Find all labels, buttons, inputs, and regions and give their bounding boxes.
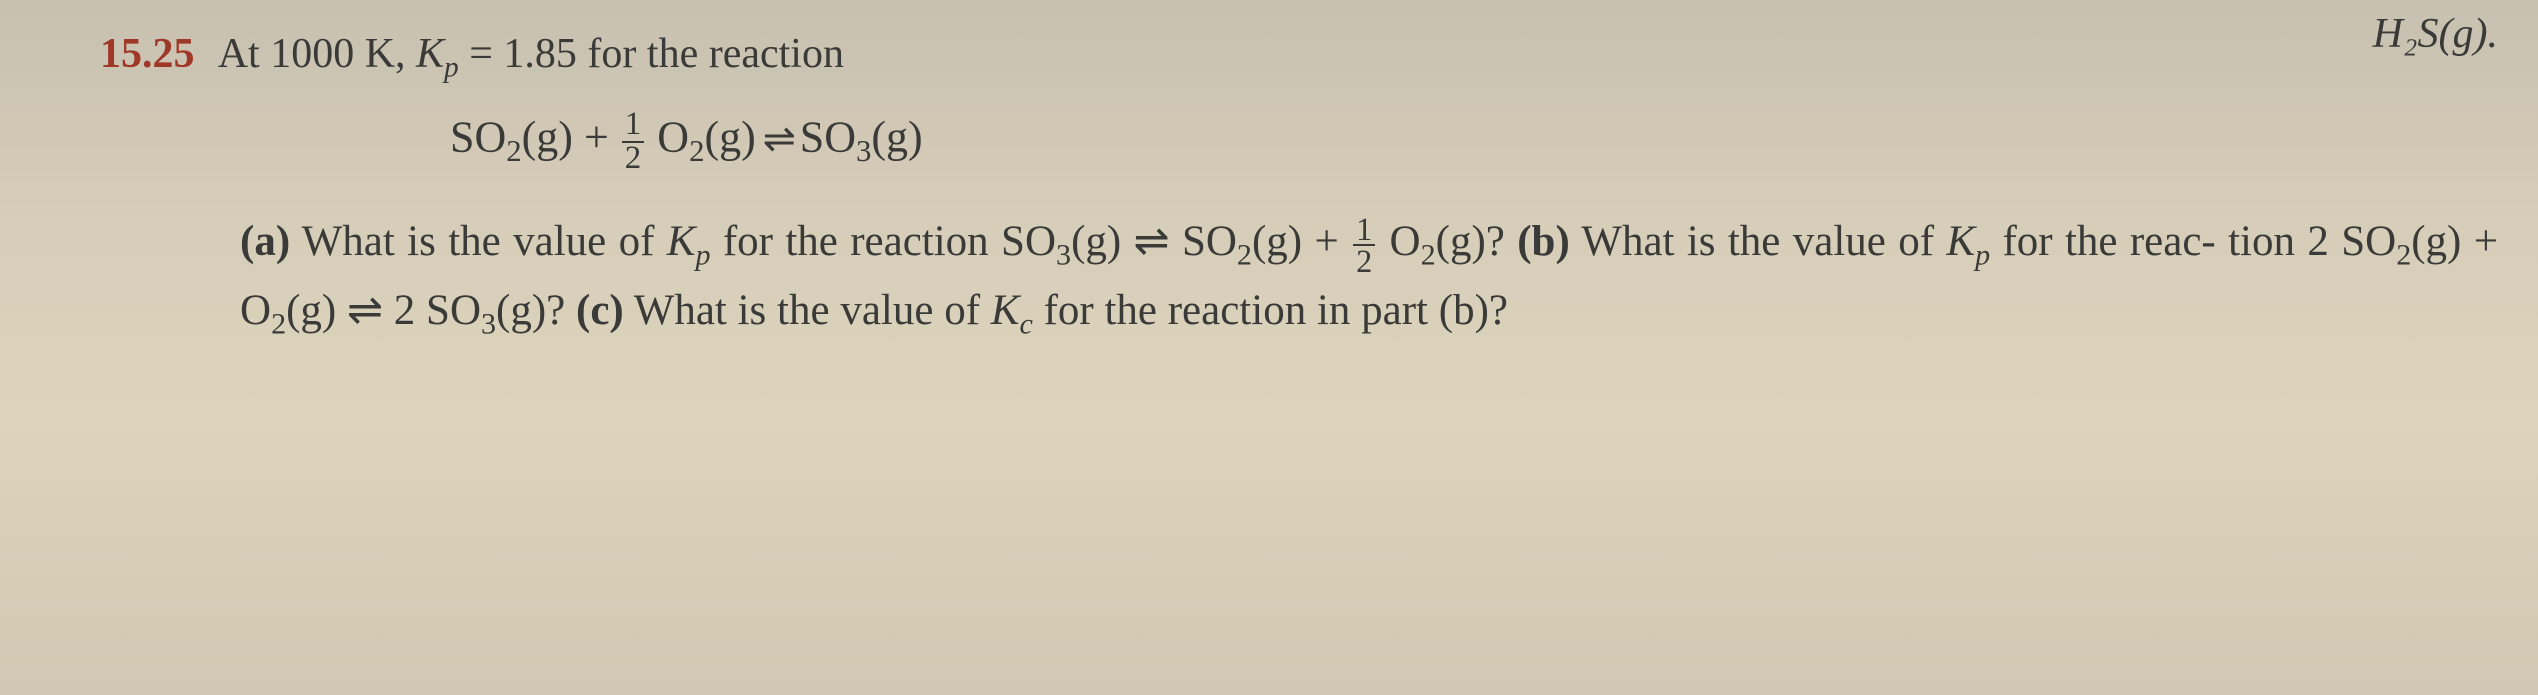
part-a-text-2: for the reaction SO: [710, 218, 1056, 265]
equilibrium-arrows-icon: ⇌: [756, 117, 800, 161]
frac-num-a: 1: [1353, 214, 1375, 247]
part-a-line2-sub2: 2: [1421, 238, 1436, 272]
lhs-sub-2: 2: [689, 135, 704, 169]
part-a-line2-o2: O: [1377, 218, 1420, 265]
K-symbol: K: [416, 31, 444, 77]
fraction-half: 12: [622, 109, 645, 174]
page-fragment-top-right: H₂S(g).: [2373, 10, 2498, 58]
part-c-line2-pre: value of: [840, 287, 990, 334]
lhs-species-1: SO: [450, 113, 506, 162]
lhs-phase-1: (g): [522, 113, 573, 162]
problem-body: (a) What is the value of Kp for the reac…: [100, 209, 2498, 347]
problem-number: 15.25: [100, 30, 195, 78]
part-b-line2-ph2: (g) ⇌ 2 SO: [286, 287, 481, 334]
intro-equals-value: = 1.85 for the reaction: [459, 31, 844, 77]
part-b-text-1: What is the value of: [1570, 218, 1947, 265]
problem-intro-line: 15.25 At 1000 K, Kp = 1.85 for the react…: [100, 30, 2498, 84]
part-a-label: (a): [240, 218, 290, 265]
K-subscript: p: [444, 51, 459, 83]
frac-num: 1: [622, 109, 645, 142]
intro-text-pre: At 1000 K,: [218, 31, 416, 77]
part-a-line2-ph2: (g)?: [1436, 218, 1518, 265]
part-b-line2-sub2: 2: [271, 307, 286, 341]
K-symbol-a: K: [667, 218, 696, 265]
frac-den-a: 2: [1353, 246, 1375, 277]
K-symbol-c: K: [991, 287, 1020, 334]
part-b-line2-pre: tion 2 SO: [2228, 218, 2396, 265]
fraction-half-a: 12: [1353, 214, 1375, 277]
part-a-line2-ph1: (g) +: [1252, 218, 1351, 265]
part-b-text-2: for the reac-: [1990, 218, 2216, 265]
part-c-text-1: What is the: [624, 287, 841, 334]
part-a-so3-sub: 3: [1056, 238, 1071, 272]
part-c-text-2: for the reaction in part (b)?: [1033, 287, 1508, 334]
part-b-line2-ph3: (g)?: [496, 287, 576, 334]
K-sub-b: p: [1975, 238, 1990, 272]
rhs-phase: (g): [871, 113, 922, 162]
rhs-species: SO: [800, 113, 856, 162]
main-equation: SO2(g) + 12 O2(g) ⇌ SO3(g): [100, 109, 2498, 174]
part-b-line2-sub3: 3: [481, 307, 496, 341]
lhs-species-2: O: [657, 113, 689, 162]
part-b-line2-sub1: 2: [2396, 238, 2411, 272]
K-sub-a: p: [695, 238, 710, 272]
lhs-sub-1: 2: [506, 135, 521, 169]
plus-sign: +: [573, 113, 620, 162]
frac-den: 2: [622, 143, 645, 174]
part-a-text-1: What is the value of: [290, 218, 667, 265]
part-b-label: (b): [1517, 218, 1570, 265]
part-a-phase-arrow: (g) ⇌: [1071, 218, 1182, 265]
rhs-sub: 3: [856, 135, 871, 169]
formula-fragment: H₂S(g).: [2373, 11, 2498, 57]
lhs-phase-2: (g): [704, 113, 755, 162]
part-a-line2-sub1: 2: [1237, 238, 1252, 272]
part-c-label: (c): [576, 287, 624, 334]
K-symbol-b: K: [1946, 218, 1975, 265]
part-a-line2-so2: SO: [1182, 218, 1237, 265]
K-sub-c: c: [1019, 307, 1032, 341]
